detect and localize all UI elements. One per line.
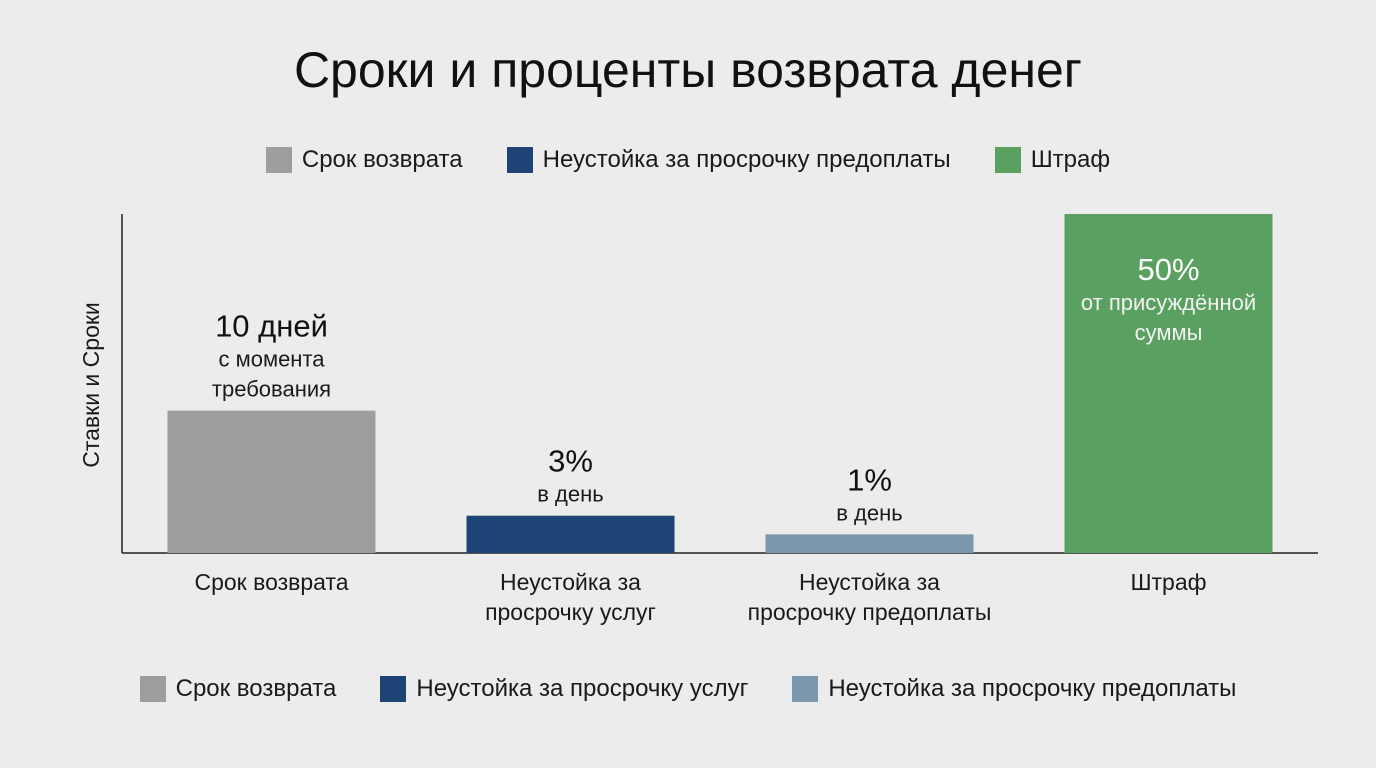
bar (765, 534, 974, 553)
legend-item: Штраф (994, 146, 1111, 174)
data-label-sub: требования (212, 377, 331, 402)
x-tick-label: Неустойка за (799, 569, 940, 595)
data-label-value: 50% (1137, 252, 1199, 287)
data-label-sub: в день (836, 500, 902, 525)
legend-swatch (380, 676, 407, 702)
data-label-value: 1% (847, 462, 892, 497)
legend-top: Срок возврата Неустойка за просрочку пре… (0, 144, 1376, 176)
data-label-sub: от присуждённой (1081, 290, 1256, 315)
legend-label: Срок возврата (175, 675, 337, 702)
bar (167, 410, 376, 553)
bar (466, 515, 675, 553)
legend-label: Штраф (1030, 146, 1111, 173)
legend-label: Неустойка за просрочку услуг (416, 675, 749, 702)
legend-label: Неустойка за просрочку предоплаты (542, 146, 951, 173)
legend-bottom: Срок возврата Неустойка за просрочку усл… (0, 673, 1376, 705)
legend-item: Неустойка за просрочку услуг (380, 675, 748, 703)
x-tick-label: Неустойка за (500, 569, 641, 595)
y-axis-label: Ставки и Сроки (78, 302, 104, 468)
legend-item: Срок возврата (265, 146, 463, 174)
x-tick-label: просрочку предоплаты (748, 599, 992, 625)
legend-swatch (265, 147, 292, 173)
legend-swatch (792, 676, 819, 702)
x-tick-label: просрочку услуг (485, 599, 656, 625)
legend-item: Неустойка за просрочку предоплаты (792, 675, 1236, 703)
legend-item: Неустойка за просрочку предоплаты (506, 146, 951, 174)
chart-title: Сроки и проценты возврата денег (293, 42, 1083, 98)
data-label-value: 3% (548, 444, 593, 479)
data-label-sub: с момента (218, 347, 325, 372)
legend-swatch (139, 676, 166, 702)
legend-item: Срок возврата (139, 675, 337, 703)
legend-swatch (506, 147, 533, 173)
legend-label: Срок возврата (301, 146, 463, 173)
bar (1064, 214, 1273, 553)
data-label-sub: в день (537, 482, 603, 507)
x-tick-label: Срок возврата (194, 569, 348, 595)
x-tick-label: Штраф (1130, 569, 1206, 595)
legend-label: Неустойка за просрочку предоплаты (828, 675, 1237, 702)
legend-swatch (994, 147, 1021, 173)
data-label-sub: суммы (1135, 320, 1203, 345)
data-label-value: 10 дней (215, 309, 328, 344)
